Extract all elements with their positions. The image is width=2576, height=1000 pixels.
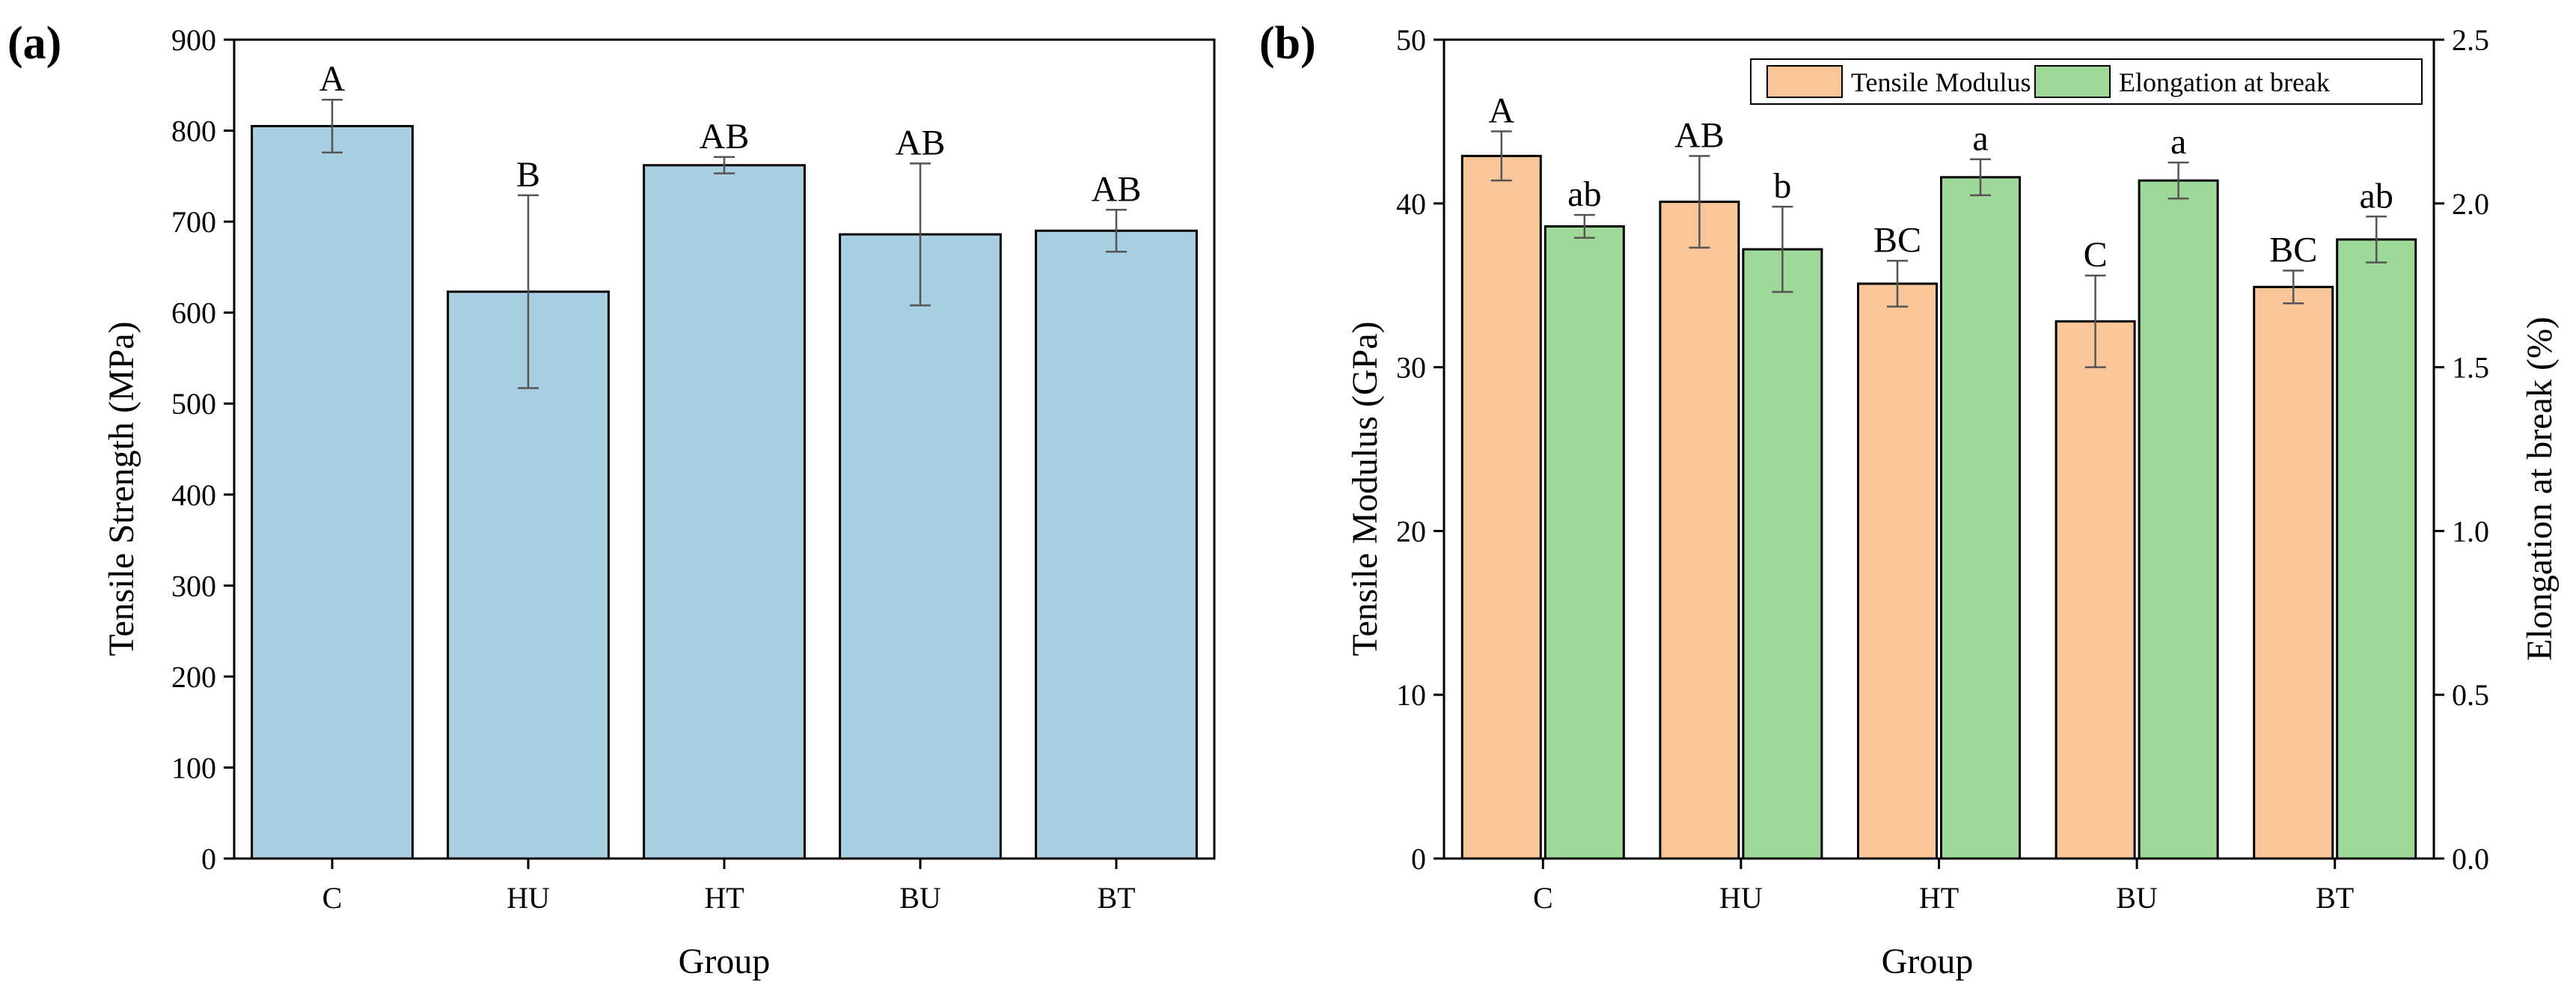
panel-b-error-bar-tensile-modulus-bt: [2283, 269, 2304, 305]
panel-a-error-bar-ht: [714, 156, 735, 174]
panel-b-error-bar-tensile-modulus-c: [1490, 130, 1512, 182]
panel-a-x-axis-title: Group: [679, 942, 771, 981]
panel-b-significance-label-tensile-modulus-ht: BC: [1873, 220, 1921, 260]
panel-b-plot-frame: [1443, 38, 2435, 860]
panel-b-bar-tensile-modulus-ht: [1857, 282, 1938, 860]
panel-a-label: (a): [7, 18, 61, 69]
panel-a-bar-c: [251, 124, 414, 860]
panel-a-error-bar-bt: [1106, 209, 1127, 253]
panel-a-significance-label-hu: B: [516, 155, 540, 195]
panel-b-right-y-tick-label: 2.0: [2452, 187, 2489, 221]
panel-b-significance-label-tensile-modulus-bu: C: [2084, 235, 2108, 275]
panel-a-error-bar-c: [322, 98, 343, 153]
panel-b-bar-elongation-at-break-hu: [1742, 248, 1823, 860]
panel-b-right-y-tick-label: 1.0: [2452, 514, 2489, 548]
panel-b-x-tick-label-bu: BU: [2116, 881, 2158, 915]
panel-b-x-tick-label-hu: HU: [1719, 881, 1763, 915]
panel-b-right-y-tick-label: 0.0: [2452, 842, 2489, 876]
panel-b-significance-label-elongation-at-break-hu: b: [1773, 166, 1791, 206]
panel-b-x-axis-title: Group: [1882, 942, 1974, 981]
panel-b-x-tick-label-ht: HT: [1919, 881, 1959, 915]
panel-b-bar-elongation-at-break-ht: [1940, 176, 2021, 860]
panel-a-error-bar-bu: [910, 162, 931, 307]
panel-a-significance-label-bt: AB: [1092, 169, 1142, 209]
panel-b-left-y-tick-label: 10: [1396, 678, 1426, 712]
panel-b-label: (b): [1259, 18, 1316, 69]
panel-b-significance-label-elongation-at-break-ht: a: [1972, 119, 1988, 159]
panel-b-bar-tensile-modulus-bu: [2055, 320, 2136, 860]
panel-b-significance-label-tensile-modulus-bt: BC: [2269, 231, 2317, 270]
panel-a-bar-ht: [643, 164, 806, 860]
panel-a-bar-bt: [1035, 229, 1198, 860]
panel-a-significance-label-ht: AB: [700, 117, 750, 156]
panel-a-x-tick-label-bu: BU: [899, 881, 941, 915]
panel-b-bar-tensile-modulus-c: [1460, 154, 1542, 860]
panel-b-legend: Tensile Modulus Elongation at break: [1750, 58, 2423, 105]
panel-b-error-bar-elongation-at-break-bt: [2366, 216, 2387, 263]
panel-a-x-tick-label-hu: HU: [507, 881, 550, 915]
panel-a-x-tick-label-bt: BT: [1097, 881, 1135, 915]
panel-a-significance-label-bu: AB: [896, 123, 946, 162]
panel-a-y-tick-label: 700: [171, 205, 216, 239]
panel-b-significance-label-elongation-at-break-bu: a: [2170, 122, 2186, 162]
panel-a-y-tick-label: 200: [171, 660, 216, 694]
panel-b-left-y-tick-label: 0: [1411, 842, 1426, 876]
panel-a-y-tick-label: 600: [171, 296, 216, 330]
panel-a-error-bar-hu: [518, 194, 539, 389]
panel-b-y-axis-title-left: Tensile Modulus (GPa): [1345, 321, 1385, 656]
panel-b-significance-label-elongation-at-break-c: ab: [1567, 174, 1601, 214]
panel-a-y-tick-label: 100: [171, 751, 216, 784]
legend-label-tensile-modulus: Tensile Modulus: [1851, 67, 2031, 97]
panel-b-error-bar-elongation-at-break-c: [1573, 213, 1595, 239]
panel-b-error-bar-elongation-at-break-hu: [1772, 205, 1793, 293]
panel-b-error-bar-tensile-modulus-ht: [1887, 260, 1908, 308]
panel-b-bar-elongation-at-break-bt: [2336, 238, 2417, 860]
panel-b-significance-label-tensile-modulus-c: A: [1488, 91, 1514, 131]
panel-b-bar-tensile-modulus-hu: [1659, 201, 1740, 860]
panel-a-x-tick-label-c: C: [322, 881, 343, 915]
panel-a-y-tick-label: 300: [171, 569, 216, 603]
panel-a-y-tick-label: 0: [201, 842, 216, 876]
panel-a-y-tick-label: 800: [171, 115, 216, 148]
panel-b-bar-elongation-at-break-bu: [2138, 179, 2219, 860]
panel-b-significance-label-elongation-at-break-bt: ab: [2360, 176, 2393, 216]
panel-b-bar-elongation-at-break-c: [1544, 225, 1625, 860]
panel-b-left-y-tick-label: 50: [1396, 23, 1426, 57]
panel-a-bar-bu: [839, 233, 1002, 860]
panel-a-y-axis-title: Tensile Strength (MPa): [102, 321, 141, 656]
panel-b-right-y-tick-label: 2.5: [2452, 23, 2489, 57]
panel-b-modulus-elongation-chart: (b) Tensile Modulus (GPa) Elongation at …: [1259, 18, 2560, 981]
panel-b-y-axis-title-right: Elongation at break (%): [2520, 317, 2560, 661]
panel-b-error-bar-elongation-at-break-bu: [2167, 161, 2189, 200]
panel-a-significance-label-c: A: [319, 59, 346, 99]
panel-a-y-tick-label: 500: [171, 387, 216, 421]
legend-label-elongation-at-break: Elongation at break: [2119, 67, 2330, 97]
panel-b-left-y-tick-label: 40: [1396, 187, 1426, 221]
panel-b-bar-tensile-modulus-bt: [2253, 285, 2334, 860]
panel-b-left-y-tick-label: 20: [1396, 514, 1426, 548]
panel-a-x-tick-label-ht: HT: [704, 881, 744, 915]
panel-b-x-tick-label-c: C: [1533, 881, 1553, 915]
legend-swatch-tensile-modulus: [1766, 65, 1843, 98]
panel-b-significance-label-tensile-modulus-hu: AB: [1674, 115, 1725, 155]
panel-b-left-y-tick-label: 30: [1396, 351, 1426, 385]
panel-a-plot-frame: [233, 38, 1216, 860]
legend-swatch-elongation-at-break: [2034, 65, 2111, 98]
panel-a-y-tick-label: 400: [171, 478, 216, 512]
panel-b-right-y-tick-label: 1.5: [2452, 351, 2489, 385]
panel-b-error-bar-tensile-modulus-bu: [2084, 274, 2106, 368]
panel-a-y-tick-label: 900: [171, 23, 216, 57]
panel-b-x-tick-label-bt: BT: [2316, 881, 2354, 915]
panel-b-error-bar-elongation-at-break-ht: [1970, 158, 1991, 197]
panel-b-right-y-tick-label: 0.5: [2452, 678, 2489, 712]
panel-b-error-bar-tensile-modulus-hu: [1689, 155, 1710, 249]
